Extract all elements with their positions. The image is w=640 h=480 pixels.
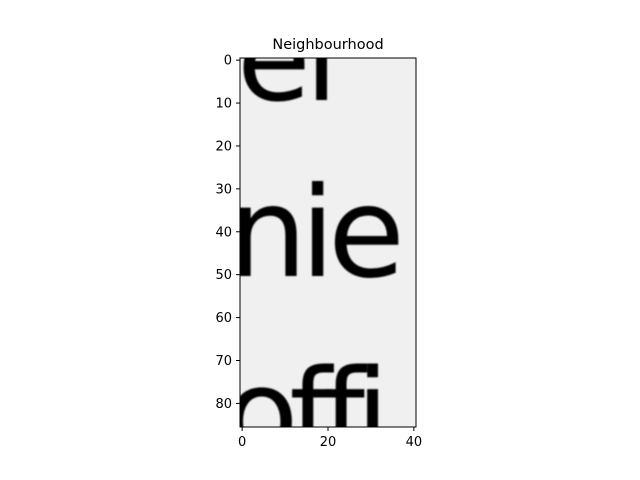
text-fragment-top: ei [237, 0, 332, 129]
y-tick-label: 50 [215, 268, 232, 283]
image-background [240, 58, 416, 427]
x-tick-label: 20 [320, 435, 337, 450]
y-tick-label: 20 [215, 139, 232, 154]
y-axis: 0 10 20 30 40 50 60 70 80 [215, 54, 240, 412]
y-tick-label: 70 [215, 354, 232, 369]
text-fragment-bottom: of​fi [225, 345, 380, 480]
y-tick-label: 10 [215, 97, 232, 112]
y-tick-label: 30 [215, 182, 232, 197]
x-tick-label: 40 [406, 435, 423, 450]
y-tick-label: 0 [224, 54, 232, 69]
text-fragment-middle: nie [228, 161, 399, 306]
y-tick-label: 40 [215, 225, 232, 240]
x-tick-label: 0 [238, 435, 246, 450]
chart-title: Neighbourhood [272, 37, 383, 53]
y-tick-label: 80 [215, 397, 232, 412]
image-area: ei nie of​fi [225, 0, 416, 480]
x-axis: 0 20 40 [238, 427, 422, 450]
y-tick-label: 60 [215, 311, 232, 326]
